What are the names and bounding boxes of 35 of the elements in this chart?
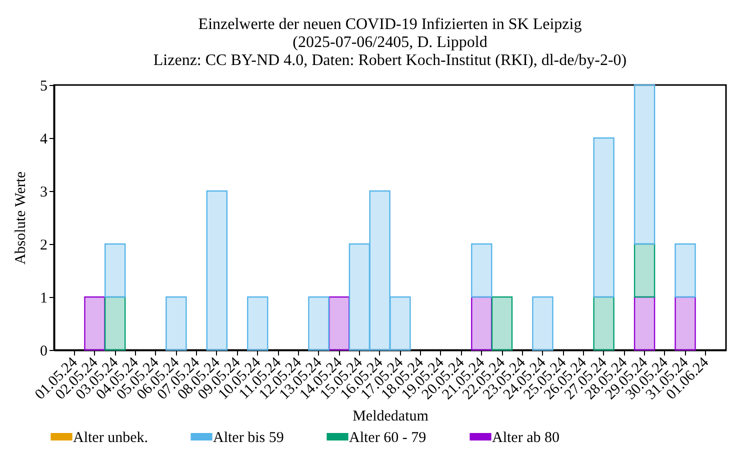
bar [634,243,656,298]
bar [308,296,330,351]
y-axis-title: Absolute Werte [13,171,29,265]
bar [471,296,492,351]
bar [593,296,614,351]
bar [206,190,228,351]
legend-label: Alter unbek. [73,430,148,446]
legend-label: Alter bis 59 [213,430,284,446]
bar [471,243,492,298]
y-tick-label: 2 [40,238,48,254]
bar [166,296,187,351]
y-tick-label: 3 [40,184,48,200]
legend-label: Alter 60 - 79 [349,430,426,446]
y-tick-label: 1 [40,290,48,306]
bar [593,137,614,298]
x-axis-title: Meldedatum [352,408,429,424]
y-tick-label: 0 [40,344,48,360]
y-tick-label: 4 [40,132,48,148]
legend-label: Alter ab 80 [492,430,560,446]
bar [634,296,656,351]
bar [328,296,350,351]
bar [104,296,126,351]
bar [532,296,554,351]
bar [390,296,411,351]
bar [84,296,106,351]
bar [348,243,370,351]
y-tick-label: 5 [40,78,48,94]
bar [491,296,513,351]
bar [247,296,268,351]
bar [674,296,696,351]
bar [369,190,390,351]
bar [634,84,656,245]
bar [104,243,126,298]
bar [674,243,696,298]
chart-title: Einzelwerte der neuen COVID-19 Infizierten in SK Leipzig (2025-07-06/2405, D. Lippold Lizenz: CC BY-ND 4.0, Daten: Robert Koch-Institut (RKI), dl-de/by-2-0) [153,16,627,69]
